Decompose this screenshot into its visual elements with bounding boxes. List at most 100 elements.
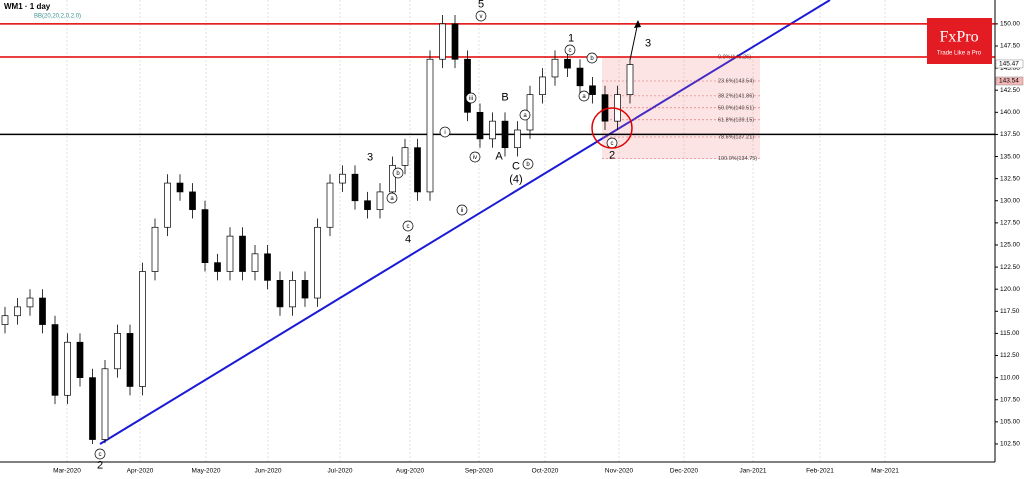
wave-label: 4 xyxy=(405,233,411,245)
price-tag xyxy=(995,76,1024,86)
candle-body xyxy=(51,324,59,396)
candle-body xyxy=(189,191,196,210)
x-tick-label: Mar-2021 xyxy=(871,468,899,475)
x-tick-label: May-2020 xyxy=(192,468,221,475)
candle-body xyxy=(76,341,84,378)
wave-label: i xyxy=(444,130,445,136)
candle-body xyxy=(176,182,184,193)
candle-body xyxy=(14,306,21,317)
y-tick-label: 112.50 xyxy=(1000,352,1020,359)
y-tick-label: 115.00 xyxy=(1000,330,1020,337)
candle-body xyxy=(364,200,371,210)
wave-circle xyxy=(392,167,404,179)
wave-circle xyxy=(469,151,481,163)
candle-body xyxy=(101,368,109,440)
candle-body xyxy=(276,279,284,308)
price-tag-label: 143.54 xyxy=(999,78,1019,85)
y-tick-label: 150.00 xyxy=(1000,21,1020,28)
y-tick-label: 132.50 xyxy=(1000,175,1020,182)
candle-body xyxy=(264,253,271,281)
candle-body xyxy=(576,67,584,87)
candle-body xyxy=(251,253,259,272)
x-tick-label: Dec-2020 xyxy=(670,468,699,475)
wave-label: 5 xyxy=(478,0,484,10)
wave-label: B xyxy=(501,91,508,103)
x-tick-label: Apr-2020 xyxy=(127,468,154,475)
candle-body xyxy=(214,262,221,272)
wave-label: C xyxy=(512,160,520,172)
x-tick-label: Jun-2020 xyxy=(254,468,281,475)
y-tick-label: 135.00 xyxy=(1000,153,1020,160)
wave-label: 3 xyxy=(367,151,373,163)
logo-slogan: Trade Like a Pro xyxy=(937,51,982,57)
y-tick-label: 105.00 xyxy=(1000,419,1020,426)
candle-body xyxy=(564,58,571,69)
candle-body xyxy=(426,58,434,193)
wave-label: iv xyxy=(473,155,477,161)
price-tag xyxy=(995,59,1024,69)
y-tick-label: 102.50 xyxy=(1000,441,1020,448)
x-tick-label: Feb-2021 xyxy=(806,468,834,475)
x-tick-label: Jan-2021 xyxy=(739,468,766,475)
wave-label: 2 xyxy=(609,149,615,161)
wave-label: a xyxy=(390,196,394,202)
candle-body xyxy=(164,182,171,228)
candle-body xyxy=(89,377,96,440)
y-tick-label: 127.50 xyxy=(1000,220,1020,227)
fib-label: 100.0%(134.75) xyxy=(718,156,757,162)
candle-body xyxy=(401,147,409,166)
wave-label: c xyxy=(611,141,614,147)
candle-body xyxy=(151,226,159,272)
y-tick-label: 147.50 xyxy=(1000,43,1020,50)
candle-body xyxy=(451,23,459,60)
x-tick-label: Jul-2020 xyxy=(328,468,353,475)
candle-body xyxy=(314,226,321,299)
candle-body xyxy=(26,297,34,308)
wave-label: 1 xyxy=(568,32,574,44)
wave-label: a xyxy=(582,94,586,100)
x-tick-label: Nov-2020 xyxy=(605,468,634,475)
candle-body xyxy=(489,120,496,140)
wave-label: 2 xyxy=(97,459,103,471)
candle-body xyxy=(39,297,46,325)
wave-circle xyxy=(94,448,106,460)
y-tick-label: 120.00 xyxy=(1000,286,1020,293)
wave-circle xyxy=(465,92,477,104)
y-tick-label: 142.50 xyxy=(1000,87,1020,94)
y-tick-label: 125.00 xyxy=(1000,242,1020,249)
wave-circle xyxy=(475,10,487,22)
candle-body xyxy=(126,333,134,387)
candle-body xyxy=(301,279,309,299)
candle-body xyxy=(501,120,509,149)
fib-label: 38.2%(141.86) xyxy=(718,93,754,99)
y-tick-label: 130.00 xyxy=(1000,197,1020,204)
highlight-circle xyxy=(591,107,633,149)
x-tick-label: Mar-2020 xyxy=(53,468,81,475)
x-tick-label: Sep-2020 xyxy=(465,468,494,475)
arrow xyxy=(629,21,639,61)
wave-circle xyxy=(564,44,576,56)
wave-label: c xyxy=(407,224,410,230)
candle-body xyxy=(139,271,146,387)
wave-label: v xyxy=(480,14,483,20)
candle-body xyxy=(326,182,334,228)
candle-body xyxy=(289,279,296,308)
candle-body xyxy=(376,191,384,210)
y-tick-label: 117.50 xyxy=(1000,308,1020,315)
candle-body xyxy=(464,58,471,113)
wave-circle xyxy=(402,220,414,232)
fib-label: 78.6%(137.21) xyxy=(718,134,754,140)
wave-label: (4) xyxy=(509,173,522,185)
price-tag-label: 145.47 xyxy=(999,61,1019,68)
indicator-label: BB(20,20,2,0,2.0) xyxy=(34,14,81,20)
wave-label: a xyxy=(523,113,527,119)
wave-label: c xyxy=(569,48,572,54)
trend-line xyxy=(99,0,831,445)
candle-body xyxy=(414,147,421,193)
x-tick-label: Oct-2020 xyxy=(532,468,559,475)
candle-body xyxy=(439,23,446,60)
y-tick-label: 137.50 xyxy=(1000,131,1020,138)
candle-body xyxy=(626,64,634,95)
